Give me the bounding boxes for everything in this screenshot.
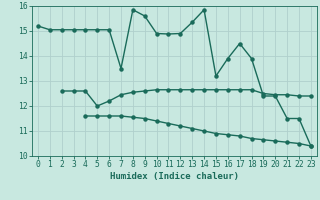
X-axis label: Humidex (Indice chaleur): Humidex (Indice chaleur) [110, 172, 239, 181]
